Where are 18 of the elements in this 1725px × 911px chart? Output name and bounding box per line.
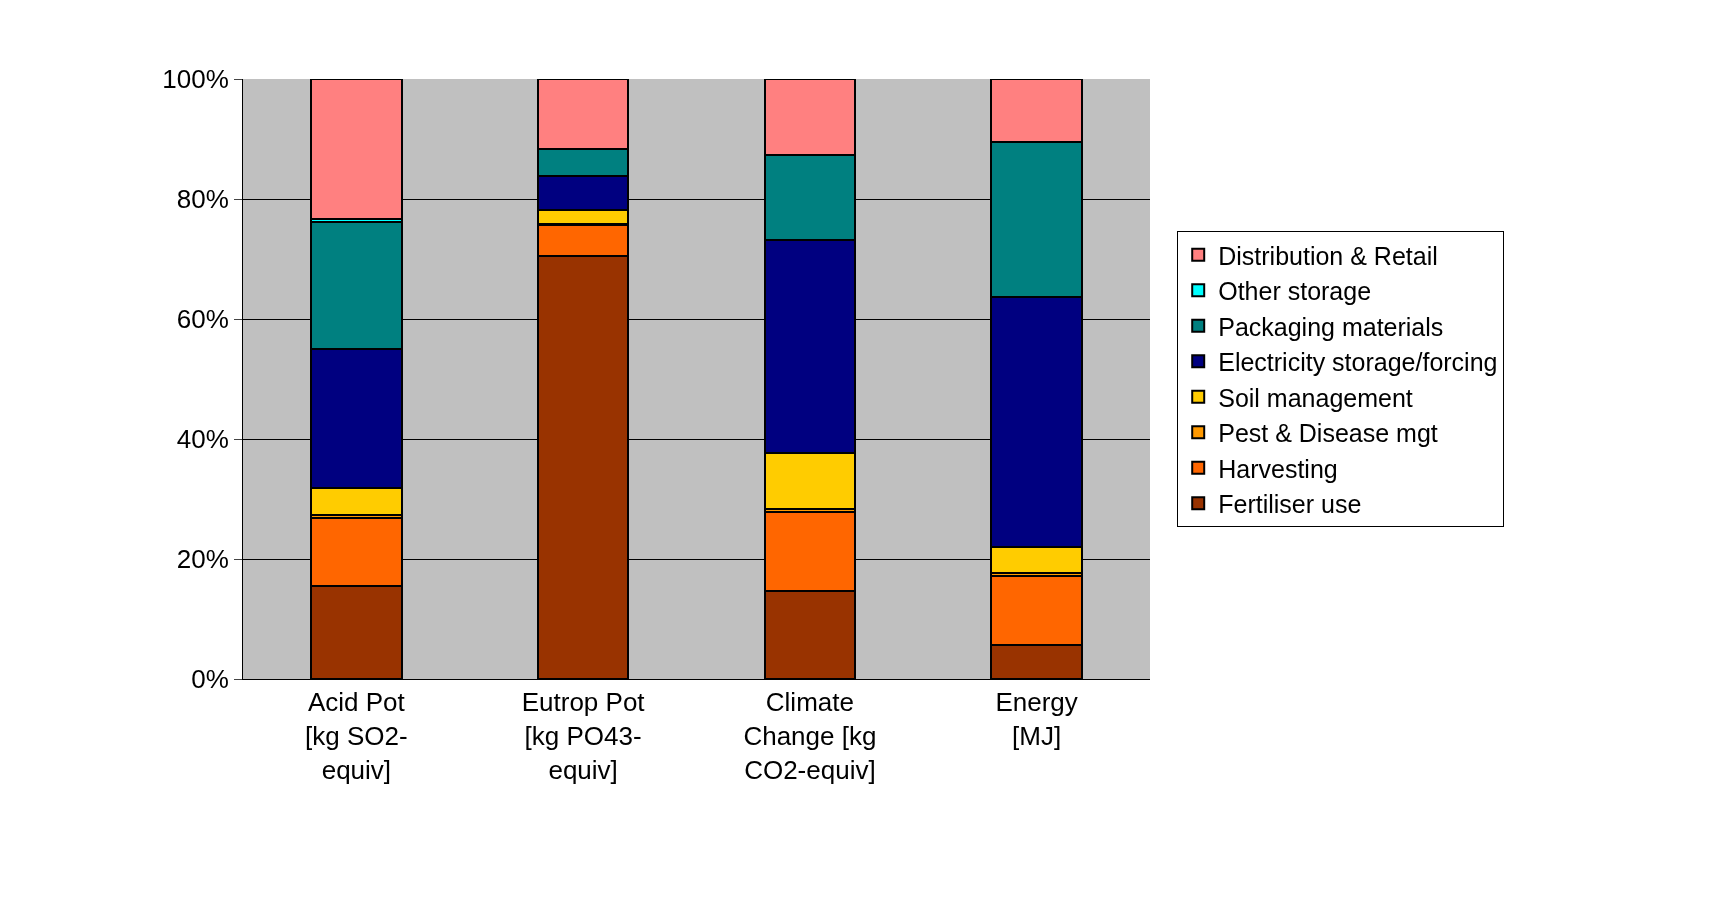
legend-label: Fertiliser use [1218,490,1362,518]
x-tick-label: Climate Change [kg CO2-equiv] [743,687,877,785]
y-tick-label: 80% [176,184,229,215]
y-tick-label: 20% [176,544,229,575]
y-tick-label: 0% [191,664,229,695]
y-tick-label: 100% [162,64,229,95]
legend-label: Other storage [1218,277,1372,305]
x-tick-label: Acid Pot [kg SO2- equiv] [305,687,408,785]
y-tick-label: 40% [176,424,229,455]
x-tick-label: Eutrop Pot [kg PO43- equiv] [521,687,646,785]
legend-label: Electricity storage/forcing [1218,348,1498,376]
legend-label: Soil management [1218,383,1413,412]
y-tick-label: 60% [176,304,229,335]
legend-label: Harvesting [1218,454,1338,483]
legend-label: Packaging materials [1218,312,1444,341]
x-tick-label: Energy [MJ] [995,687,1078,751]
legend-label: Distribution & Retail [1218,241,1438,270]
legend-label: Pest & Disease mgt [1218,419,1438,447]
